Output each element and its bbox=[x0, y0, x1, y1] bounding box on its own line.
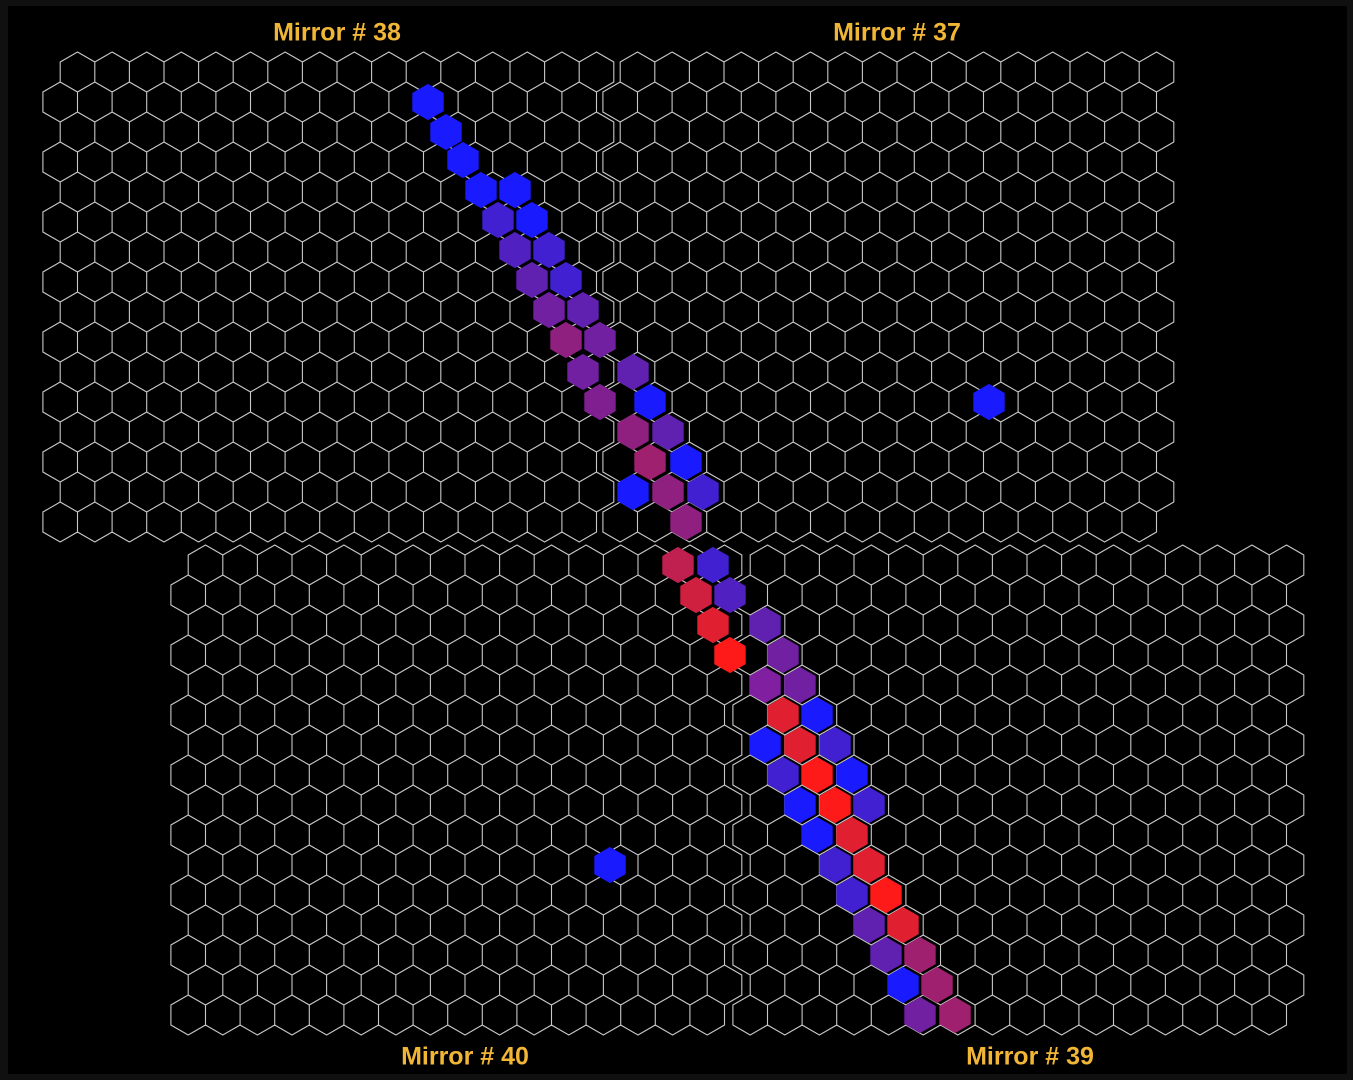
mirror-title: Mirror # 40 bbox=[401, 1043, 529, 1071]
event-display: Mirror # 38 Mirror # 37 Mirror # 40 Mirr… bbox=[0, 0, 1353, 1080]
page: Mirror # 38 Mirror # 37 Mirror # 40 Mirr… bbox=[0, 0, 1353, 1080]
mirror-title: Mirror # 38 bbox=[273, 19, 401, 47]
mirror-title: Mirror # 39 bbox=[966, 1043, 1094, 1071]
mirror-title: Mirror # 37 bbox=[833, 19, 961, 47]
background bbox=[8, 6, 1347, 1074]
